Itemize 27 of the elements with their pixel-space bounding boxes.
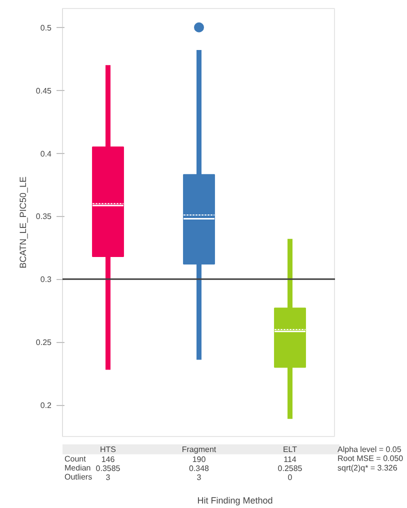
x-axis-title: Hit Finding Method bbox=[197, 496, 273, 506]
text: Root MSE = 0.050 bbox=[338, 454, 404, 464]
category-label: HTS bbox=[100, 444, 116, 454]
text: 3 bbox=[106, 472, 111, 482]
text: Alpha level = 0.05 bbox=[338, 444, 402, 454]
text: Outliers bbox=[64, 472, 92, 482]
y-tick-label: 0.2 bbox=[40, 401, 52, 410]
text: 0 bbox=[288, 472, 293, 482]
text: 146 bbox=[101, 455, 116, 464]
text: 3 bbox=[196, 472, 202, 482]
y-axis-title: BCATN_LE_PIC50_LE bbox=[18, 176, 28, 268]
text: 190 bbox=[192, 455, 206, 464]
text: 0.2585 bbox=[278, 464, 303, 473]
y-tick-label: 0.25 bbox=[36, 338, 52, 348]
y-tick-label: 0.5 bbox=[40, 23, 52, 32]
text: 114 bbox=[284, 455, 297, 464]
y-tick-label: 0.3 bbox=[40, 275, 52, 284]
category-label: Fragment bbox=[182, 444, 216, 454]
text: Count bbox=[64, 454, 87, 464]
text: Median bbox=[64, 463, 91, 472]
category-label: ELT bbox=[282, 444, 298, 454]
y-tick-label: 0.35 bbox=[36, 212, 52, 222]
text: 0.348 bbox=[188, 464, 210, 473]
text: 0.3585 bbox=[96, 464, 121, 473]
y-tick-label: 0.45 bbox=[36, 86, 52, 96]
y-tick-label: 0.4 bbox=[40, 149, 52, 158]
text: sqrt(2)q* = 3.326 bbox=[338, 463, 398, 472]
